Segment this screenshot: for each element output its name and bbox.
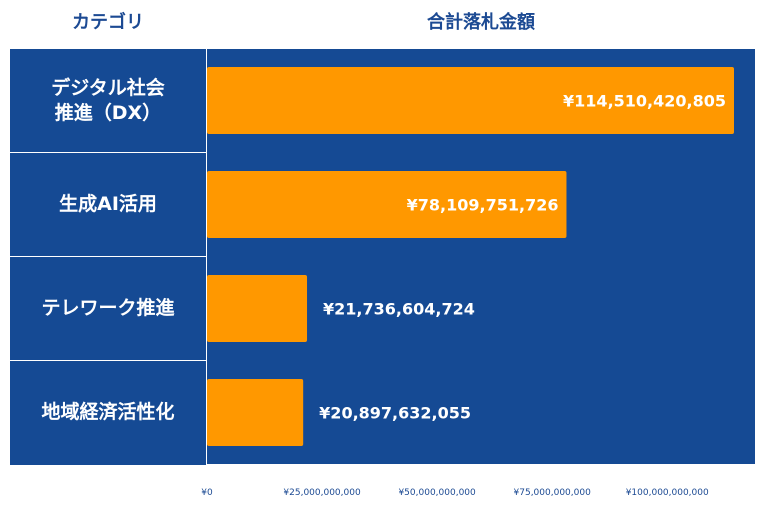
data-label: ¥20,897,632,055 [319, 404, 471, 423]
bar [207, 379, 304, 446]
x-tick-label: ¥75,000,000,000 [514, 488, 592, 498]
category-column: デジタル社会 推進（DX） 生成AI活用 テレワーク推進 地域経済活性化 [10, 49, 206, 465]
row-divider [10, 360, 206, 361]
category-label: 地域経済活性化 [41, 401, 175, 423]
x-tick-label: ¥100,000,000,000 [626, 488, 709, 498]
x-tick-label: ¥25,000,000,000 [283, 488, 361, 498]
category-label: デジタル社会 推進（DX） [51, 76, 165, 124]
amount-column-header: 合計落札金額 [427, 12, 535, 33]
x-tick-label: ¥0 [201, 488, 213, 498]
row-divider [10, 152, 206, 153]
bar [207, 171, 567, 238]
category-label: テレワーク推進 [41, 297, 175, 319]
bar [207, 275, 308, 342]
category-column-header: カテゴリ [72, 12, 144, 33]
x-tick-label: ¥50,000,000,000 [398, 488, 476, 498]
bar [207, 67, 734, 134]
row-divider [10, 256, 206, 257]
data-label: ¥114,510,420,805 [563, 92, 726, 111]
data-label: ¥78,109,751,726 [407, 196, 559, 215]
category-label: 生成AI活用 [59, 193, 157, 215]
data-label: ¥21,736,604,724 [323, 300, 475, 319]
